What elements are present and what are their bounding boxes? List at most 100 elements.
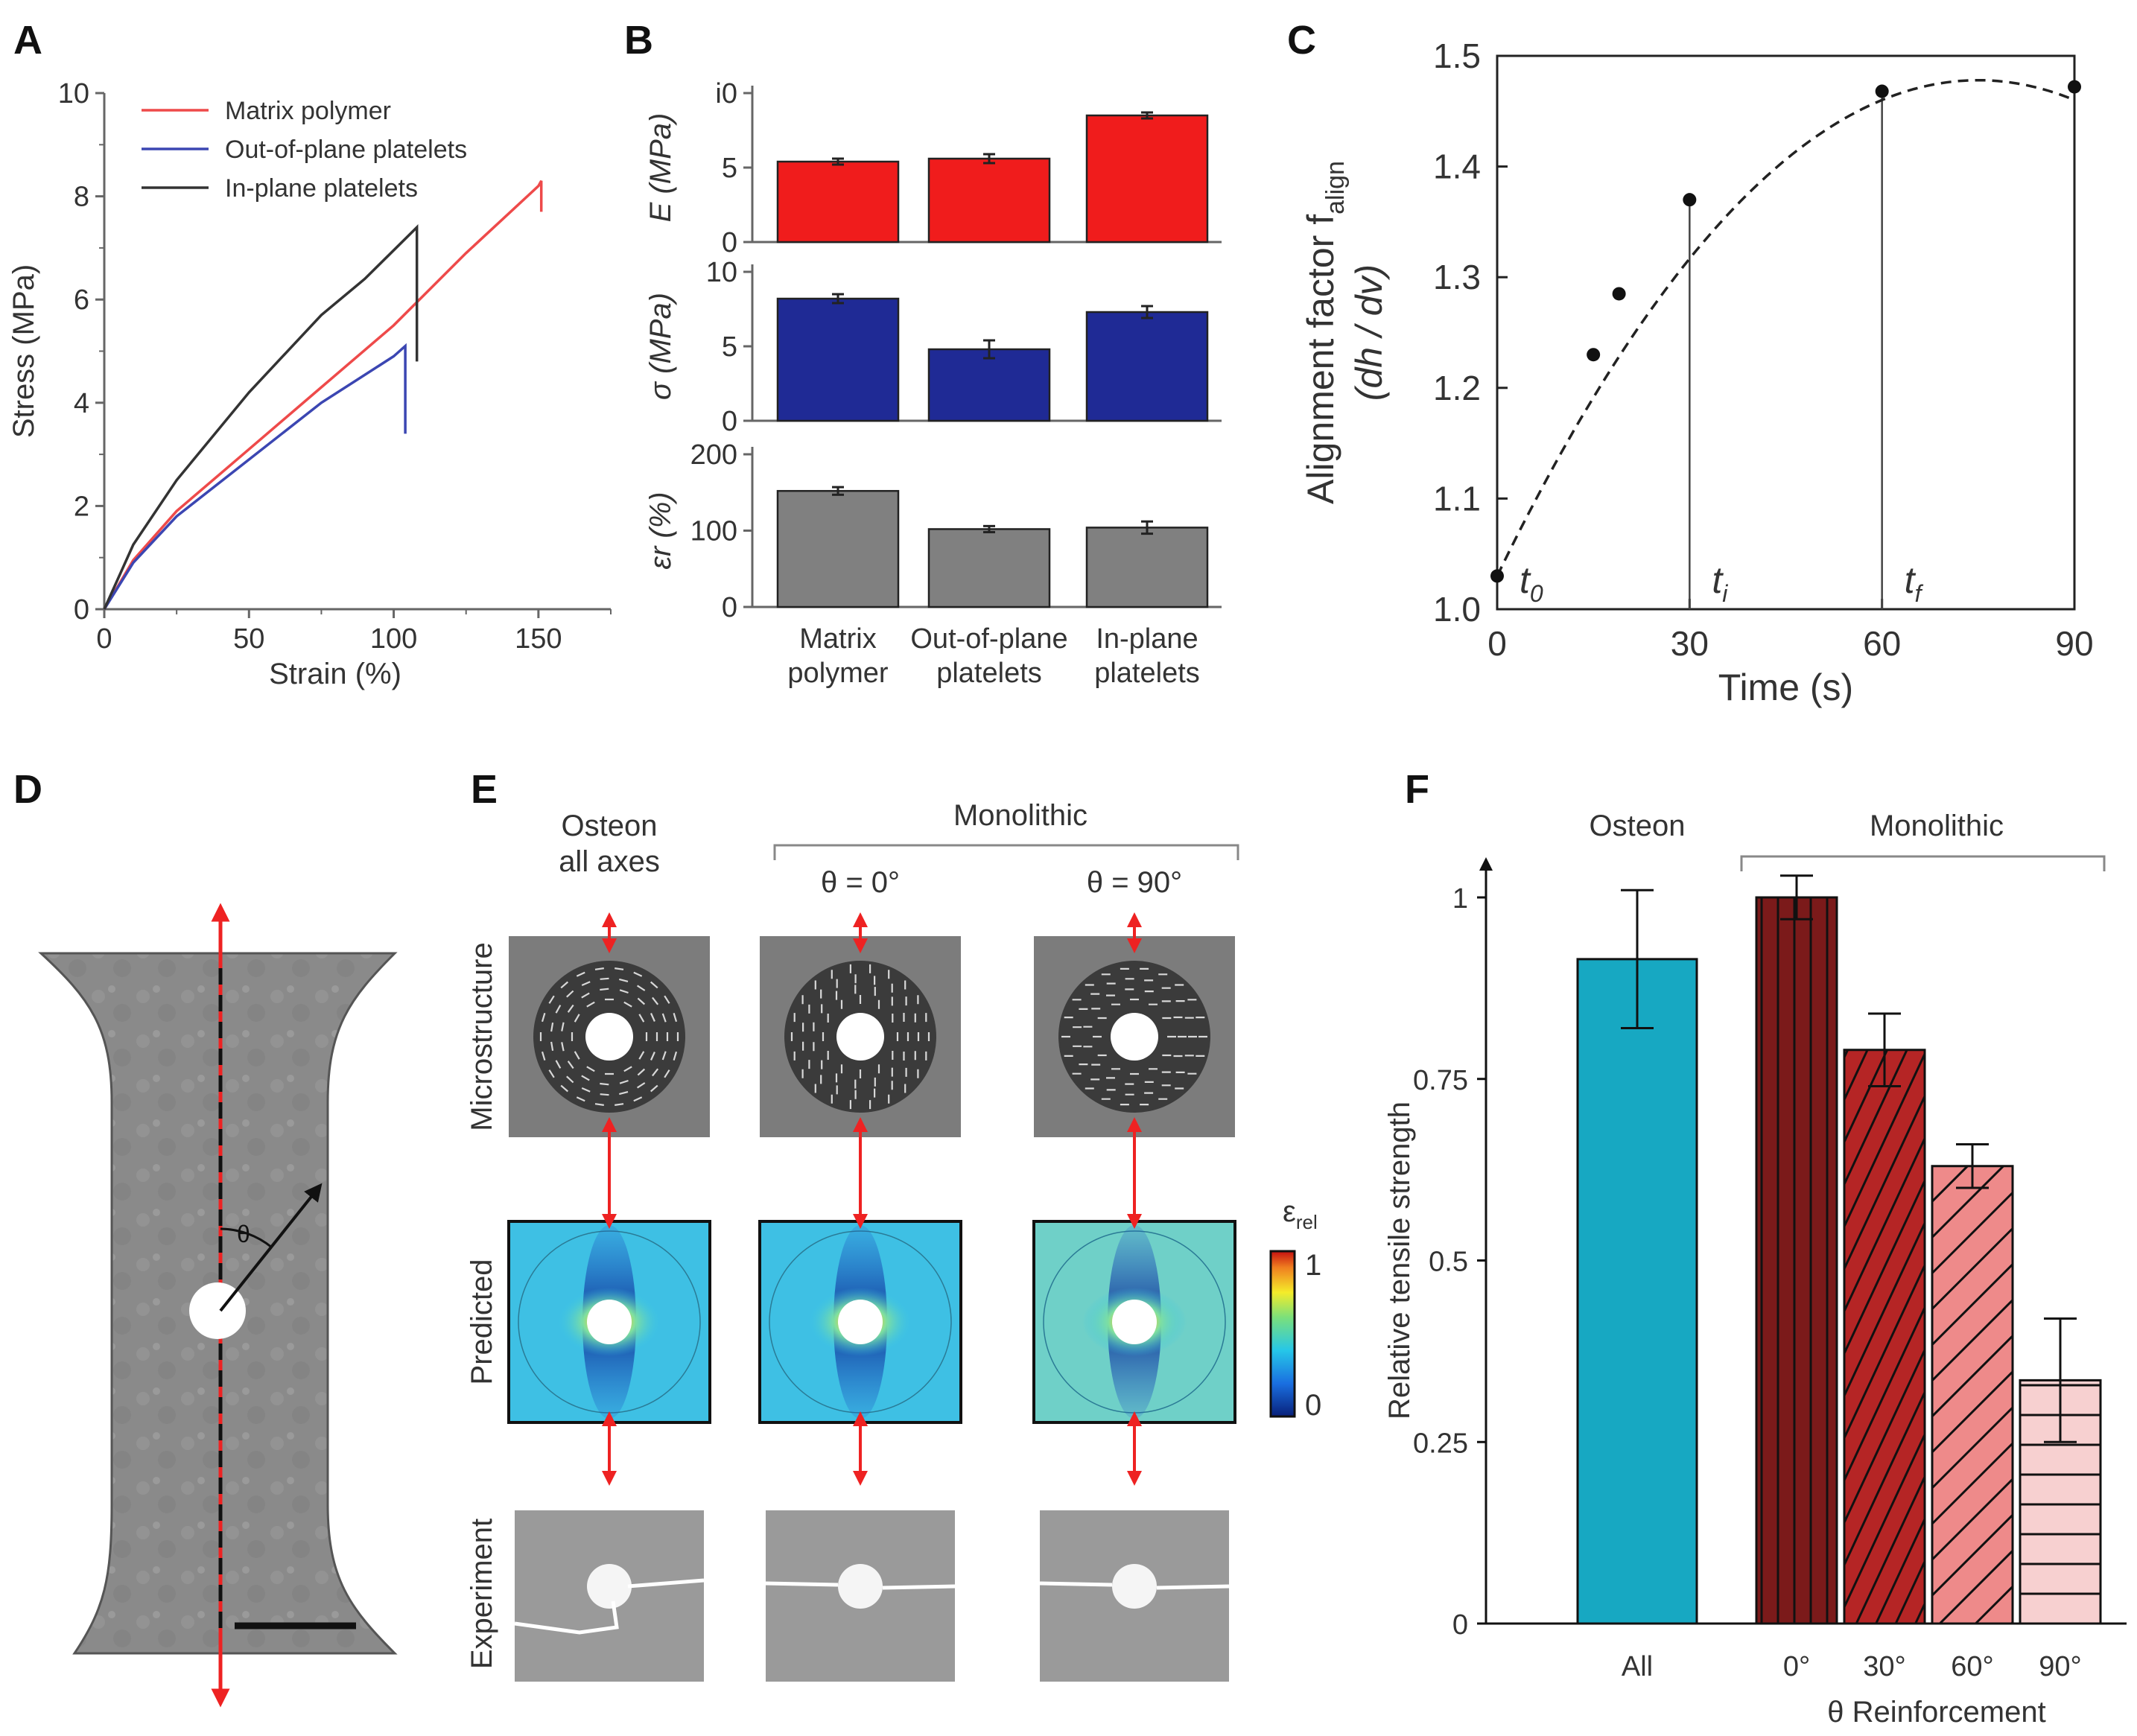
colorbar-min-label: 0: [1305, 1389, 1321, 1422]
b-sigma-tick-label: 10: [706, 257, 737, 288]
a-series-line-1: [103, 179, 543, 610]
e-col-title-theta90: θ = 90°: [1087, 866, 1182, 899]
a-y-tick-label: 10: [58, 78, 89, 109]
b-e-tick-label: i0: [715, 78, 737, 109]
c-y-tick-label: 1.1: [1433, 479, 1481, 518]
b-epsilon-bar: [776, 489, 900, 608]
b-epsilon-bar: [927, 528, 1051, 608]
b-epsilon-tick-label: 200: [690, 439, 737, 471]
a-legend-label-2: Out-of-plane platelets: [225, 136, 467, 164]
f-y-tick-label: 0.25: [1413, 1428, 1468, 1459]
b-e-bar: [927, 157, 1051, 244]
c-time-marker-t: t: [1905, 559, 1917, 601]
e-row-label-experiment: Experiment: [466, 1519, 498, 1669]
c-y-label-text: Alignment factor f: [1300, 214, 1341, 504]
b-epsilon-tick-label: 100: [690, 516, 737, 547]
panel-b-bar-charts: 0 5 i0 E (MPa) 0 5 10 σ (MPa) 0 100 200 εr (%) Matri…: [644, 78, 1222, 689]
a-y-tick-label: 6: [74, 284, 89, 316]
b-e-tick-label: 5: [722, 153, 737, 184]
panel-e-microstructure-grid: Osteon all axes Monolithic θ = 0° θ = 90…: [466, 799, 1321, 1682]
b-e-bar: [1085, 114, 1209, 244]
b-category-label: polymer: [787, 658, 888, 689]
c-x-axis-label: Time (s): [1718, 667, 1853, 708]
a-x-axis-label: Strain (%): [269, 658, 401, 690]
e-group-bracket: [773, 844, 1239, 860]
e-platelet-marks: [790, 964, 930, 1110]
e-experiment-crack: [1039, 1581, 1230, 1590]
c-time-marker-sub: 0: [1530, 580, 1543, 607]
c-x-tick-label: 60: [1863, 624, 1901, 663]
c-data-point: [1875, 84, 1889, 98]
e-experiment-crack: [514, 1578, 705, 1635]
f-y-tick-label: 0: [1452, 1609, 1468, 1641]
e-predicted-hole: [838, 1300, 883, 1344]
c-time-marker-label: tf: [1905, 559, 1924, 607]
angle-label-d: θ: [237, 1221, 250, 1247]
b-sigma-bar: [776, 297, 900, 422]
f-bar-hatch: [1756, 897, 1837, 1624]
a-y-tick-label: 4: [74, 388, 89, 419]
b-sigma-tick-label: 5: [722, 331, 737, 363]
e-platelet-marks: [1061, 967, 1207, 1106]
e-experiment-crack: [765, 1581, 956, 1590]
e-experiment-hole: [1112, 1564, 1157, 1609]
c-time-marker-label: ti: [1712, 559, 1728, 607]
f-category-label: All: [1622, 1651, 1653, 1682]
panel-letter-a: A: [13, 18, 42, 63]
c-data-point: [1490, 569, 1504, 583]
a-x-tick-label: 0: [96, 623, 112, 655]
f-bar: [1578, 958, 1697, 1624]
f-category-label: 90°: [2039, 1651, 2081, 1682]
c-y-tick-label: 1.0: [1433, 590, 1481, 629]
f-group-label-osteon: Osteon: [1590, 810, 1686, 842]
a-y-tick-label: 0: [74, 594, 89, 626]
b-epsilon-y-axis-label: εr (%): [644, 492, 677, 569]
panel-letter-e: E: [471, 767, 498, 812]
c-y-label-sub: align: [1321, 161, 1350, 214]
c-y-tick-label: 1.3: [1433, 258, 1481, 296]
a-y-tick-label: 2: [74, 491, 89, 522]
e-predicted-hole: [587, 1300, 632, 1344]
c-x-tick-label: 0: [1487, 624, 1507, 663]
e-microstructure-hole: [585, 1013, 633, 1061]
c-x-tick-label: 90: [2055, 624, 2093, 663]
e-experiment-hole: [587, 1564, 632, 1609]
f-x-axis-label: θ Reinforcement: [1827, 1696, 2045, 1729]
e-platelet-marks: [539, 967, 679, 1106]
e-experiment-hole: [838, 1564, 883, 1609]
f-y-tick-label: 0.5: [1429, 1247, 1468, 1278]
angle-arc: [220, 1227, 273, 1249]
panel-d-specimen-photo: θ: [38, 903, 398, 1708]
e-microstructure-hole: [1111, 1013, 1158, 1061]
b-epsilon-bar: [1085, 527, 1209, 608]
a-x-tick-label: 150: [515, 623, 562, 655]
f-bar-hatch: [1844, 1049, 1925, 1624]
f-category-label: 30°: [1863, 1651, 1905, 1682]
a-x-tick-label: 100: [370, 623, 417, 655]
a-y-tick-label: 8: [74, 182, 89, 213]
panel-a-stress-strain-chart: 0 50 100 150 0 2 4 6 8 10 Strain (%) Stress (MPa) Ma…: [7, 78, 612, 690]
panel-f-tensile-strength-chart: 0 0.25 0.5 0.75 1 Relative tensile strength θ …: [1383, 810, 2127, 1729]
panel-letter-c: C: [1287, 18, 1316, 63]
b-epsilon-tick-label: 0: [722, 592, 737, 623]
c-time-marker-label: t0: [1520, 559, 1543, 607]
f-group-bracket: [1740, 855, 2106, 871]
e-microstructure-hole: [836, 1013, 884, 1061]
e-col-title-osteon-2: all axes: [559, 845, 660, 878]
c-fit-curve: [1496, 78, 2075, 577]
b-sigma-bar: [1085, 311, 1209, 422]
a-y-axis-label: Stress (MPa): [7, 264, 40, 438]
c-y-axis-label-2: (dh / dv): [1348, 264, 1390, 401]
e-group-title-monolithic: Monolithic: [953, 799, 1087, 832]
c-y-axis-label-1: Alignment factor falign: [1300, 161, 1350, 504]
colorbar: [1269, 1250, 1296, 1418]
e-col-title-osteon-1: Osteon: [562, 810, 658, 842]
c-time-marker-sub: i: [1722, 580, 1728, 607]
b-e-bar: [776, 160, 900, 244]
f-y-tick-label: 1: [1452, 883, 1468, 915]
colorbar-max-label: 1: [1305, 1249, 1321, 1282]
e-row-label-microstructure: Microstructure: [466, 942, 498, 1131]
angle-arrow: [219, 1183, 323, 1312]
b-sigma-tick-label: 0: [722, 406, 737, 437]
